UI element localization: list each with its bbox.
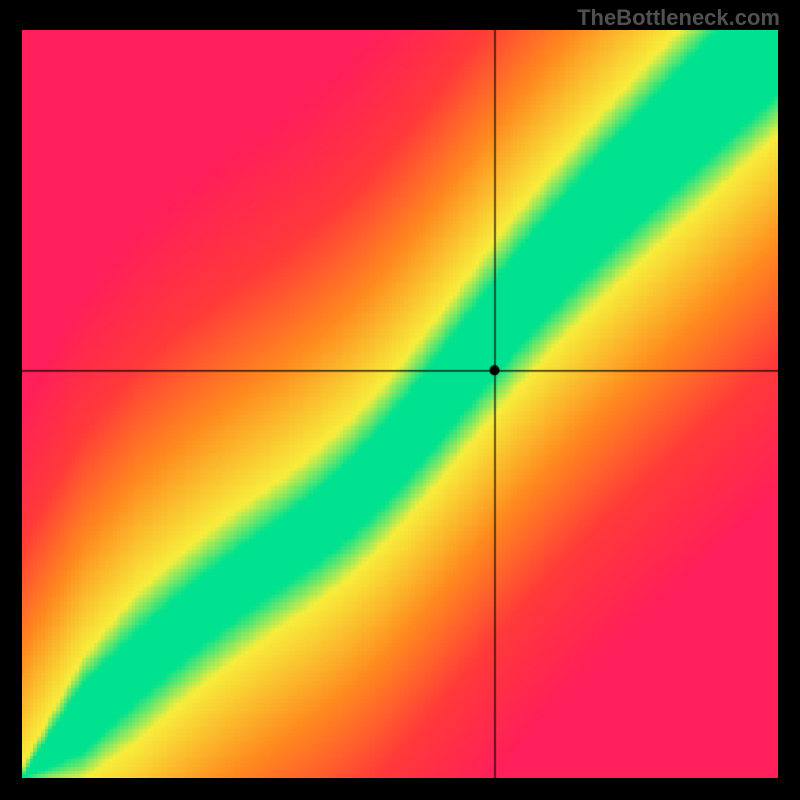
watermark-text: TheBottleneck.com (577, 5, 780, 31)
heatmap-canvas (22, 30, 778, 778)
bottleneck-heatmap-plot (22, 30, 778, 778)
